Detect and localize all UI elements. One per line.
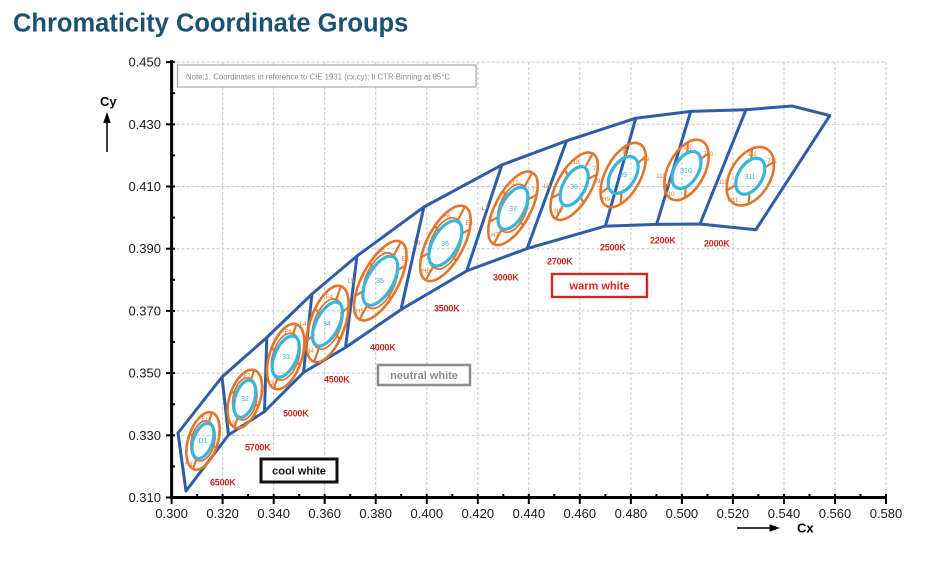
svg-text:H4: H4 — [306, 349, 314, 355]
svg-text:38: 38 — [570, 184, 578, 191]
svg-text:0.560: 0.560 — [819, 506, 852, 521]
svg-text:F5: F5 — [378, 250, 386, 256]
svg-text:0.410: 0.410 — [128, 179, 161, 194]
svg-text:F6: F6 — [443, 214, 451, 220]
svg-text:2700K: 2700K — [547, 257, 573, 267]
svg-text:L6: L6 — [414, 241, 421, 247]
svg-text:0.480: 0.480 — [615, 506, 648, 521]
svg-text:37: 37 — [509, 206, 517, 213]
svg-text:6500K: 6500K — [210, 478, 236, 488]
svg-text:0.460: 0.460 — [564, 506, 597, 521]
svg-text:E6: E6 — [465, 221, 473, 227]
svg-text:H3: H3 — [266, 381, 274, 387]
svg-text:0.540: 0.540 — [768, 506, 801, 521]
svg-text:5000K: 5000K — [283, 409, 309, 419]
svg-text:H9: H9 — [602, 197, 610, 203]
svg-text:H2: H2 — [227, 421, 235, 427]
svg-text:Chromaticity Coordinate Groups: Chromaticity Coordinate Groups — [13, 10, 408, 38]
svg-text:19: 19 — [594, 179, 601, 185]
svg-text:L8: L8 — [544, 184, 551, 190]
svg-text:78: 78 — [593, 167, 600, 173]
svg-text:cool white: cool white — [272, 466, 326, 478]
svg-text:110: 110 — [683, 145, 693, 151]
svg-text:310: 310 — [680, 168, 692, 175]
svg-text:0.390: 0.390 — [128, 241, 161, 256]
svg-text:2500K: 2500K — [600, 243, 626, 253]
svg-text:Cy: Cy — [100, 94, 117, 109]
svg-text:0.320: 0.320 — [206, 506, 239, 521]
svg-text:0.500: 0.500 — [666, 506, 699, 521]
svg-text:3000K: 3000K — [493, 273, 519, 283]
svg-text:111: 111 — [718, 180, 728, 186]
svg-text:F3: F3 — [284, 330, 292, 336]
svg-text:110: 110 — [656, 174, 666, 180]
svg-text:L7: L7 — [482, 206, 489, 212]
svg-text:E5: E5 — [401, 257, 409, 263]
svg-text:2200K: 2200K — [650, 236, 676, 246]
svg-text:Note:1. Coordinates in referen: Note:1. Coordinates in reference to CIE … — [186, 73, 450, 82]
svg-text:D1: D1 — [199, 438, 208, 445]
svg-text:33: 33 — [282, 354, 290, 361]
svg-text:0.310: 0.310 — [128, 490, 161, 505]
svg-text:79: 79 — [643, 157, 650, 163]
svg-text:0.360: 0.360 — [308, 506, 341, 521]
svg-text:2000K: 2000K — [704, 239, 730, 249]
svg-text:H11: H11 — [728, 198, 739, 204]
svg-text:warm white: warm white — [569, 281, 630, 293]
svg-text:H5: H5 — [356, 309, 364, 315]
svg-text:3500K: 3500K — [434, 304, 460, 314]
svg-text:H1: H1 — [185, 462, 193, 468]
svg-text:H8: H8 — [554, 209, 562, 215]
svg-text:0.420: 0.420 — [462, 506, 495, 521]
svg-text:L5: L5 — [348, 279, 355, 285]
svg-text:35: 35 — [376, 278, 384, 285]
svg-text:32: 32 — [241, 396, 249, 403]
svg-text:0.340: 0.340 — [257, 506, 290, 521]
svg-text:F1: F1 — [201, 417, 209, 423]
svg-text:711: 711 — [767, 159, 777, 165]
svg-text:H6: H6 — [422, 269, 430, 275]
svg-text:F4: F4 — [325, 295, 333, 301]
svg-text:18: 18 — [573, 160, 580, 166]
svg-text:H10: H10 — [663, 192, 675, 198]
svg-text:0.450: 0.450 — [128, 55, 161, 70]
svg-text:4000K: 4000K — [370, 343, 396, 353]
svg-text:neutral white: neutral white — [390, 370, 458, 382]
svg-text:0.580: 0.580 — [870, 506, 903, 521]
svg-text:0.440: 0.440 — [513, 506, 546, 521]
svg-text:5700K: 5700K — [245, 443, 271, 453]
svg-text:F2: F2 — [243, 374, 251, 380]
svg-text:19: 19 — [622, 150, 629, 156]
svg-text:0.400: 0.400 — [411, 506, 444, 521]
svg-text:L4: L4 — [300, 322, 307, 328]
svg-text:0.430: 0.430 — [128, 117, 161, 132]
svg-text:0.350: 0.350 — [128, 366, 161, 381]
svg-text:36: 36 — [441, 241, 449, 248]
svg-text:0.370: 0.370 — [128, 303, 161, 318]
svg-text:0.520: 0.520 — [717, 506, 750, 521]
svg-text:0.300: 0.300 — [155, 506, 188, 521]
svg-text:4500K: 4500K — [324, 375, 350, 385]
svg-text:311: 311 — [744, 174, 755, 181]
svg-text:34: 34 — [323, 321, 331, 328]
svg-text:Cx: Cx — [797, 521, 814, 536]
svg-text:0.380: 0.380 — [359, 506, 392, 521]
svg-text:H7: H7 — [491, 233, 499, 239]
svg-text:0.330: 0.330 — [128, 428, 161, 443]
svg-text:39: 39 — [619, 172, 627, 179]
svg-text:17: 17 — [512, 181, 519, 187]
svg-text:77: 77 — [532, 188, 539, 194]
svg-text:111: 111 — [747, 152, 757, 158]
svg-text:710: 710 — [703, 152, 714, 158]
